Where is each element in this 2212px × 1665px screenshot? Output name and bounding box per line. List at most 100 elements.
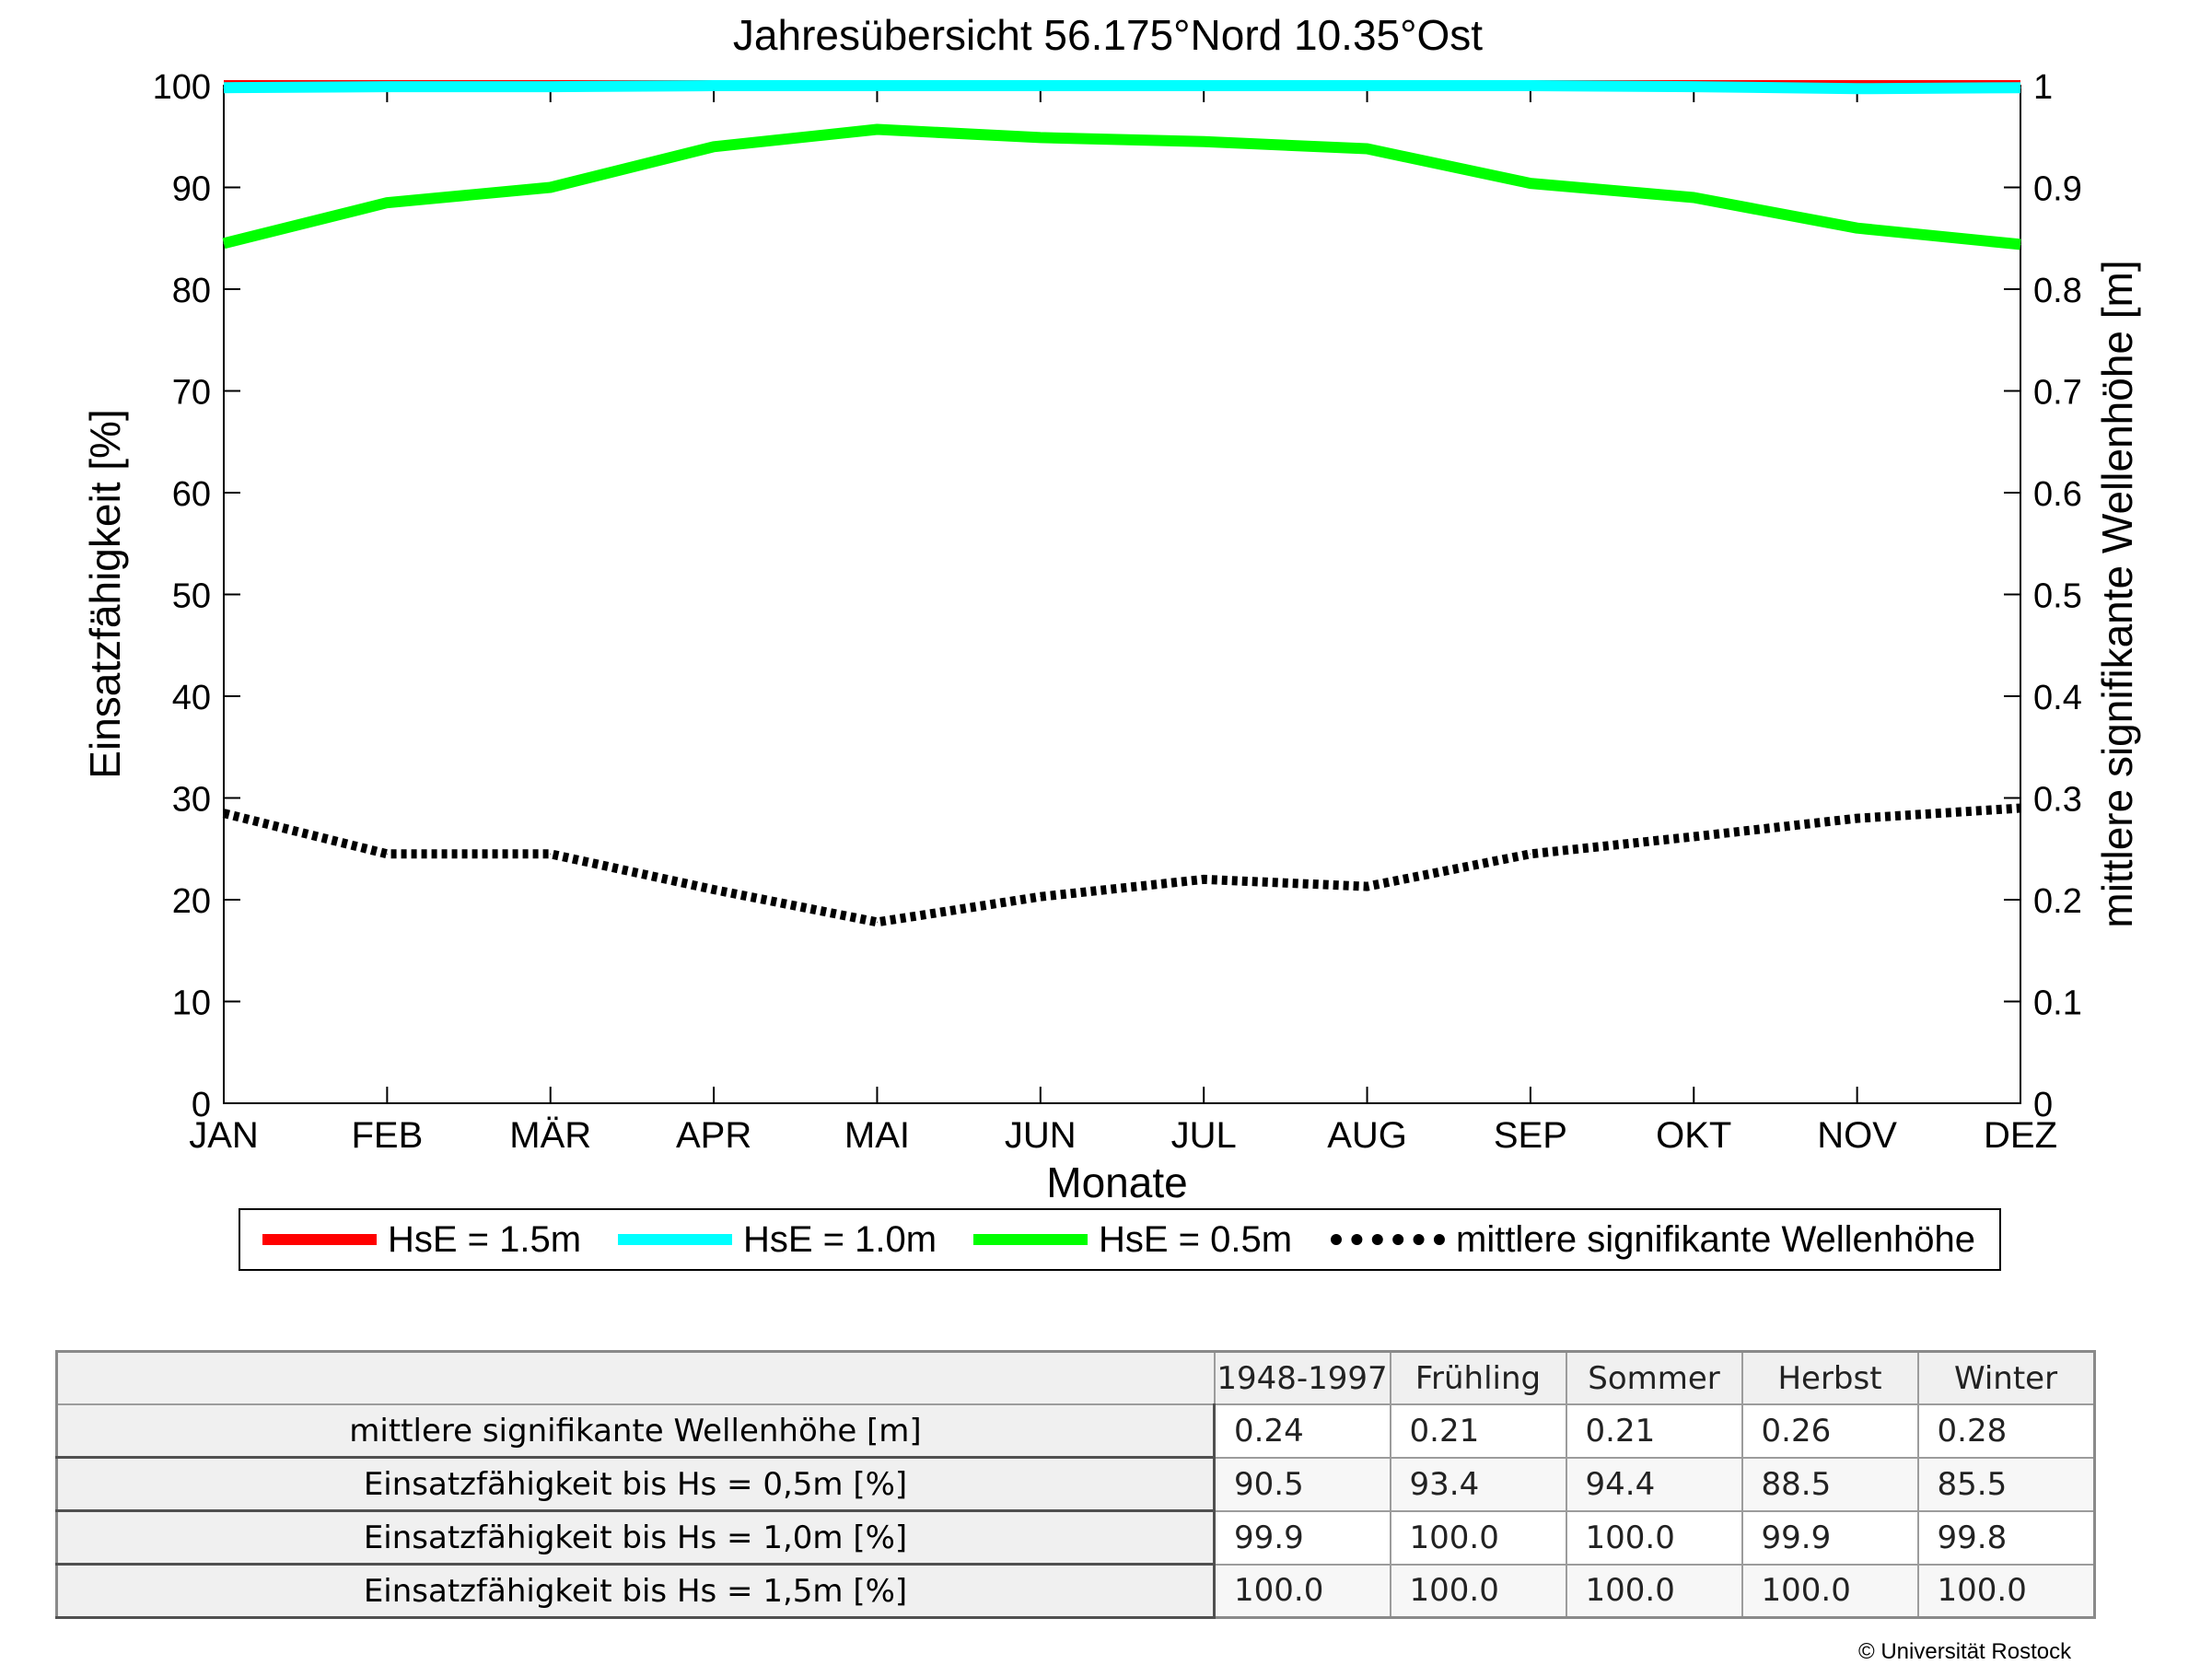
- x-tick-label: MAI: [844, 1115, 910, 1156]
- y-axis-label-left: Einsatzfähigkeit [%]: [81, 409, 129, 778]
- chart-title: Jahresübersicht 56.175°Nord 10.35°Ost: [733, 11, 1483, 59]
- x-tick-label: JAN: [189, 1115, 259, 1156]
- data-point-2: [223, 242, 225, 244]
- legend-swatch-dotted: [1331, 1234, 1445, 1245]
- data-point-3: [713, 889, 715, 891]
- y-tick-label-left: 40: [172, 679, 211, 717]
- x-tick-label: JUL: [1171, 1115, 1237, 1156]
- y-tick-label-left: 90: [172, 170, 211, 209]
- series-line-2: [222, 123, 2021, 250]
- copyright-notice: © Universität Rostock: [1858, 1639, 2072, 1664]
- table-cell: 0.21: [1565, 1403, 1743, 1459]
- table-cell: 0.28: [1916, 1403, 2095, 1459]
- column-header: Winter: [1916, 1350, 2095, 1405]
- table-header-row: 1948-1997 Frühling Sommer Herbst Winter: [55, 1350, 2095, 1405]
- table-row: Einsatzfähigkeit bis Hs = 0,5m [%] 90.5 …: [55, 1456, 2095, 1512]
- seasonal-stats-table: 1948-1997 Frühling Sommer Herbst Winter …: [55, 1350, 2096, 1619]
- data-point-2: [386, 202, 388, 204]
- chart-area: Jahresübersicht 56.175°Nord 10.35°Ost 0 0…: [81, 11, 2141, 1206]
- column-header: Sommer: [1565, 1350, 1743, 1405]
- y-tick-label-right: 1: [2033, 68, 2053, 107]
- table-cell: 100.0: [1565, 1563, 1743, 1619]
- row-header: Einsatzfähigkeit bis Hs = 1,5m [%]: [55, 1563, 1216, 1619]
- plot-frame: [223, 85, 2021, 1104]
- table-row: Einsatzfähigkeit bis Hs = 1,0m [%] 99.9 …: [55, 1509, 2095, 1566]
- y-tick-label-right: 0: [2033, 1086, 2053, 1124]
- x-tick-label: FEB: [351, 1115, 423, 1156]
- data-point-3: [1530, 853, 1531, 855]
- y-tick-label-right: 0.4: [2033, 679, 2082, 717]
- data-point-2: [713, 146, 715, 147]
- legend-swatch-green: [973, 1234, 1088, 1245]
- row-header: Einsatzfähigkeit bis Hs = 0,5m [%]: [55, 1456, 1216, 1512]
- table-cell: 90.5: [1213, 1456, 1391, 1512]
- data-point-2: [550, 187, 552, 188]
- data-point-1: [1203, 85, 1205, 87]
- x-tick-label: APR: [676, 1115, 751, 1156]
- y-tick-label-right: 0.9: [2033, 170, 2082, 209]
- y-tick-label-left: 60: [172, 475, 211, 514]
- data-point-2: [1040, 136, 1042, 138]
- legend-label: HsE = 1.5m: [388, 1218, 582, 1260]
- x-tick-label: MÄR: [509, 1115, 591, 1156]
- legend-item-hse-0-5: HsE = 0.5m: [973, 1210, 1292, 1269]
- table-row: mittlere signifikante Wellenhöhe [m] 0.2…: [55, 1403, 2095, 1459]
- x-tick-label: NOV: [1817, 1115, 1897, 1156]
- y-tick-label-right: 0.8: [2033, 272, 2082, 310]
- y-tick-label-right: 0.5: [2033, 577, 2082, 616]
- data-point-3: [1367, 886, 1368, 888]
- legend-item-wave-height: mittlere signifikante Wellenhöhe: [1331, 1210, 1975, 1269]
- x-tick-label: OKT: [1656, 1115, 1731, 1156]
- table-cell: 99.9: [1740, 1509, 1919, 1566]
- table-cell: 88.5: [1740, 1456, 1919, 1512]
- legend-item-hse-1-0: HsE = 1.0m: [618, 1210, 937, 1269]
- series-line-3: [222, 803, 2021, 927]
- data-point-2: [876, 129, 878, 131]
- table-cell: 100.0: [1565, 1509, 1743, 1566]
- column-header: Herbst: [1740, 1350, 1919, 1405]
- data-point-1: [223, 87, 225, 88]
- chart-legend: HsE = 1.5m HsE = 1.0m HsE = 0.5m mittler…: [239, 1208, 2001, 1271]
- row-header: Einsatzfähigkeit bis Hs = 1,0m [%]: [55, 1509, 1216, 1566]
- row-header: mittlere signifikante Wellenhöhe [m]: [55, 1403, 1216, 1459]
- data-point-2: [1530, 182, 1531, 184]
- y-axis-label-right: mittlere signifikante Wellenhöhe [m]: [2093, 260, 2141, 927]
- table-cell: 99.8: [1916, 1509, 2095, 1566]
- data-point-2: [2020, 243, 2021, 245]
- table-corner-cell: [55, 1350, 1216, 1405]
- legend-swatch-red: [262, 1234, 377, 1245]
- legend-swatch-cyan: [618, 1234, 732, 1245]
- legend-item-hse-1-5: HsE = 1.5m: [262, 1210, 581, 1269]
- table-cell: 100.0: [1389, 1563, 1567, 1619]
- data-point-3: [2020, 808, 2021, 809]
- y-tick-label-left: 30: [172, 781, 211, 820]
- y-tick-label-left: 80: [172, 272, 211, 310]
- table-cell: 100.0: [1213, 1563, 1391, 1619]
- x-tick-label: JUN: [1005, 1115, 1077, 1156]
- y-tick-label-left: 70: [172, 374, 211, 413]
- column-header: 1948-1997: [1213, 1350, 1391, 1405]
- data-point-1: [2020, 87, 2021, 88]
- y-tick-label-left: 0: [192, 1086, 211, 1124]
- data-point-1: [1040, 85, 1042, 87]
- data-point-3: [1040, 896, 1042, 898]
- table-cell: 0.24: [1213, 1403, 1391, 1459]
- data-point-2: [1367, 148, 1368, 150]
- table-cell: 99.9: [1213, 1509, 1391, 1566]
- x-tick-label: SEP: [1494, 1115, 1567, 1156]
- data-point-3: [223, 812, 225, 814]
- legend-label: HsE = 1.0m: [743, 1218, 937, 1260]
- x-tick-label: DEZ: [1984, 1115, 2057, 1156]
- x-axis-label: Monate: [1046, 1159, 1187, 1206]
- data-point-3: [876, 921, 878, 923]
- table-cell: 0.26: [1740, 1403, 1919, 1459]
- y-tick-label-left: 20: [172, 882, 211, 921]
- y-tick-label-right: 0.3: [2033, 781, 2082, 820]
- table-cell: 100.0: [1740, 1563, 1919, 1619]
- data-point-2: [1203, 141, 1205, 143]
- data-point-3: [386, 853, 388, 855]
- y-tick-label-right: 0.7: [2033, 374, 2082, 413]
- table-row: Einsatzfähigkeit bis Hs = 1,5m [%] 100.0…: [55, 1563, 2095, 1619]
- table-cell: 0.21: [1389, 1403, 1567, 1459]
- legend-label: mittlere signifikante Wellenhöhe: [1456, 1218, 1976, 1260]
